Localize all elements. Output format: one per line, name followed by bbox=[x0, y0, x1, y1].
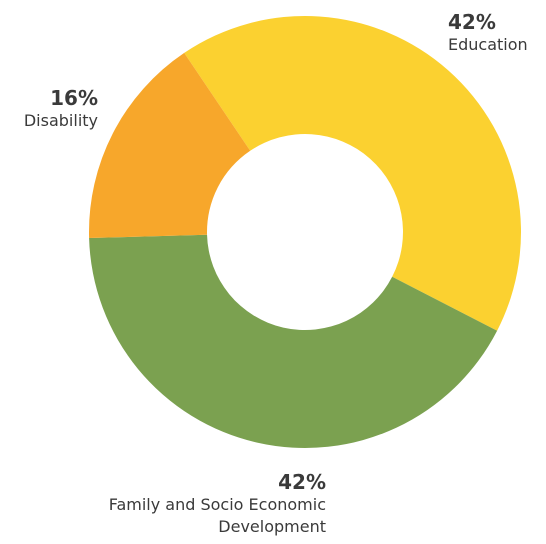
donut-slices bbox=[89, 16, 521, 448]
slice-education bbox=[184, 16, 521, 331]
slice-label-education: 42% Education bbox=[448, 10, 528, 56]
slice-category-family: Family and Socio Economic Development bbox=[108, 495, 326, 536]
slice-family bbox=[89, 234, 498, 448]
slice-value-family: 42% bbox=[278, 470, 326, 494]
slice-label-family: 42% Family and Socio Economic Developmen… bbox=[0, 470, 326, 538]
slice-category-education: Education bbox=[448, 35, 528, 54]
slice-value-education: 42% bbox=[448, 10, 496, 34]
slice-value-disability: 16% bbox=[50, 86, 98, 110]
slice-disability bbox=[89, 52, 251, 239]
slice-category-disability: Disability bbox=[23, 111, 98, 130]
slice-label-disability: 16% Disability bbox=[24, 86, 98, 132]
